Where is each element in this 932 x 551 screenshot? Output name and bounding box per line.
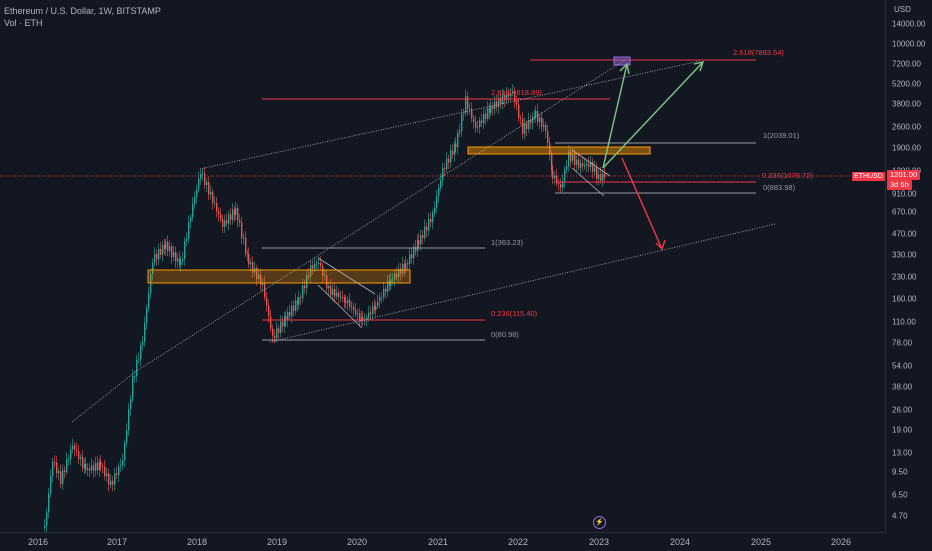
price-tick: 2600.00 [892,122,921,132]
trendline-upper[interactable] [199,60,701,170]
time-tick: 2016 [27,537,49,547]
price-tick: 10000.00 [892,39,926,49]
lightning-icon[interactable]: ⚡ [593,516,606,529]
red-projection-arrow[interactable] [621,157,666,251]
price-tick: 910.00 [892,189,917,199]
currency-label: USD [894,5,911,14]
price-tick: 470.00 [892,229,917,239]
channel-2019-b[interactable] [317,284,363,329]
price-tick: 38.00 [892,382,913,392]
price-tick: 78.00 [892,338,913,348]
fib-label-r1-2022: 1(2039.01) [763,131,800,140]
time-tick: 2022 [507,537,529,547]
trendline-middle[interactable] [134,59,626,373]
fib-label-mid: 2.618(4618.89) [491,88,542,97]
time-tick: 2020 [346,537,368,547]
fib-label-r1-2019: 1(363.23) [491,238,524,247]
price-tick: 160.00 [892,294,917,304]
resistance-zone-2022[interactable] [467,146,651,155]
price-tick: 13.00 [892,448,913,458]
current-price-tag: 1201.00 [887,170,921,180]
price-tick: 19.00 [892,425,913,435]
volume-legend: Vol · ETH [4,18,43,28]
target-box[interactable] [613,56,631,66]
time-tick: 2023 [588,537,610,547]
fib-label-r0236-2019: 0.236(115.40) [491,309,538,318]
time-tick: 2025 [750,537,772,547]
time-scale[interactable]: 2016 2017 2018 2019 2020 2021 2022 2023 … [0,532,885,551]
price-tick: 670.00 [892,207,917,217]
price-scale[interactable]: USD 14000.00 10000.00 7200.00 5200.00 38… [885,0,932,532]
channel-2019-a[interactable] [317,257,376,295]
trendline-early[interactable] [71,371,136,423]
price-tick: 9.50 [892,467,908,477]
price-tick: 4.70 [892,511,908,521]
channel-2022-a[interactable] [571,149,611,177]
fib-label-r0-2019: 0(80.98) [491,330,519,339]
time-tick: 2018 [186,537,208,547]
price-tick: 14000.00 [892,19,926,29]
price-tick: 230.00 [892,272,917,282]
price-tick: 3800.00 [892,99,921,109]
fib-label-top: 2.618(7883.54) [733,48,784,57]
price-tick: 26.00 [892,405,913,415]
channel-2022-b[interactable] [571,167,605,197]
price-tick: 6.50 [892,490,908,500]
chart-pane[interactable]: 2.618(7883.54) 2.618(4618.89) 1(2039.01)… [0,0,885,533]
symbol-tag: ETHUSD [852,172,885,181]
price-tick: 5200.00 [892,79,921,89]
chart-canvas[interactable]: 2.618(7883.54) 2.618(4618.89) 1(2039.01)… [0,0,885,533]
price-tick: 54.00 [892,361,913,371]
fib-label-r0236-2022: 0.236(1076.72) [762,171,813,180]
bar-countdown: 3d 5h [887,180,912,190]
price-tick: 7200.00 [892,59,921,69]
green-projection-arrows[interactable] [602,61,705,169]
time-tick: 2017 [106,537,128,547]
time-tick: 2021 [427,537,449,547]
price-tick: 330.00 [892,250,917,260]
chart-title: Ethereum / U.S. Dollar, 1W, BITSTAMP [4,6,161,16]
price-tick: 110.00 [892,317,916,327]
time-tick: 2024 [669,537,691,547]
price-candles [44,84,606,533]
price-tick: 1900.00 [892,143,921,153]
fib-label-r0-2022: 0(883.98) [763,183,796,192]
time-tick: 2019 [266,537,288,547]
time-tick: 2026 [830,537,852,547]
support-zone-2019[interactable] [147,269,411,284]
